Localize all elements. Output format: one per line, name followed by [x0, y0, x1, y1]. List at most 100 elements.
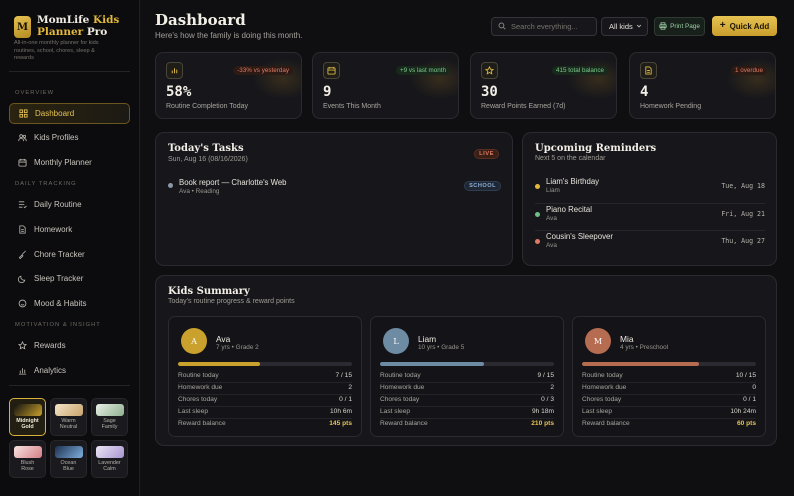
stat-row: Routine today 10 / 15 [582, 371, 756, 379]
brand-name-4: Pro [86, 26, 108, 38]
sidebar-item-daily-routine[interactable]: Daily Routine [9, 194, 130, 215]
stat-label: Events This Month [323, 103, 381, 110]
theme-swatch [95, 446, 124, 459]
progress-fill [582, 362, 699, 366]
sidebar-item-sleep-tracker[interactable]: Sleep Tracker [9, 268, 130, 289]
kid-name: Mia [620, 334, 634, 344]
panel-title: Kids Summary [168, 286, 250, 297]
avatar: M [585, 328, 611, 354]
stat-value: 58% [166, 84, 192, 100]
star-icon [17, 341, 27, 351]
sidebar-item-monthly-planner[interactable]: Monthly Planner [9, 152, 130, 173]
kid-card-ava[interactable]: A Ava 7 yrs • Grade 2 Routine today 7 / 1… [168, 316, 362, 437]
reminder-item[interactable]: Piano Recital Ava Fri, Aug 21 [535, 204, 765, 231]
document-icon [17, 224, 27, 234]
reminder-who: Liam [546, 187, 560, 194]
avatar: L [383, 328, 409, 354]
reminder-who: Ava [546, 215, 557, 222]
reminder-who: Ava [546, 242, 557, 249]
divider [380, 418, 554, 419]
theme-label: Sage Family [101, 418, 118, 431]
theme-blush-rose[interactable]: Blush Rose [9, 440, 46, 479]
reminder-item[interactable]: Liam's Birthday Liam Tue, Aug 18 [535, 176, 765, 203]
sidebar-item-label: Monthly Planner [34, 158, 92, 168]
divider [582, 394, 756, 395]
sidebar-item-dashboard[interactable]: Dashboard [9, 102, 130, 124]
live-badge: LIVE [474, 149, 499, 159]
theme-swatch [95, 404, 124, 417]
reminder-title: Piano Recital [546, 205, 592, 214]
upcoming-reminders-panel: Upcoming Reminders Next 5 on the calenda… [522, 132, 777, 266]
theme-sage-family[interactable]: Sage Family [91, 398, 128, 437]
theme-label: Midnight Gold [16, 418, 39, 431]
panel-title: Upcoming Reminders [535, 143, 657, 154]
brand-name-3: Planner [37, 26, 84, 38]
progress-fill [380, 362, 485, 366]
theme-lavender-calm[interactable]: Lavender Calm [91, 440, 128, 479]
kid-name: Ava [216, 334, 231, 344]
theme-midnight-gold[interactable]: Midnight Gold [9, 398, 46, 437]
list-check-icon [17, 200, 27, 210]
stat-label: Routine Completion Today [166, 103, 248, 110]
theme-ocean-blue[interactable]: Ocean Blue [50, 440, 87, 479]
stat-label: Homework Pending [640, 103, 702, 110]
quick-add-button[interactable]: + Quick Add [712, 16, 777, 36]
sidebar-item-mood-habits[interactable]: Mood & Habits [9, 293, 130, 314]
stat-row: Last sleep 9h 18m [380, 407, 554, 415]
stat-card-rewards[interactable]: 415 total balance 30 Reward Points Earne… [470, 52, 617, 119]
stat-row: Reward balance 60 pts [582, 419, 756, 427]
theme-warm-neutral[interactable]: Warm Neutral [50, 398, 87, 437]
bar-chart-icon [166, 62, 183, 79]
kid-select[interactable]: All kids [601, 17, 648, 36]
moon-icon [17, 274, 27, 284]
card-glow [253, 59, 301, 99]
sidebar-item-kids-profiles[interactable]: Kids Profiles [9, 127, 130, 148]
sidebar-item-label: Rewards [34, 341, 66, 351]
stat-row: Last sleep 10h 6m [178, 407, 352, 415]
stat-card-events[interactable]: +9 vs last month 9 Events This Month [312, 52, 459, 119]
stat-row: Routine today 9 / 15 [380, 371, 554, 379]
divider [582, 406, 756, 407]
sidebar-section-title: Overview [15, 89, 55, 96]
reminder-item[interactable]: Cousin's Sleepover Ava Thu, Aug 27 [535, 231, 765, 258]
print-button[interactable]: Print Page [654, 17, 705, 36]
stat-row: Chores today 0 / 3 [380, 395, 554, 403]
star-icon [481, 62, 498, 79]
stat-row: Routine today 7 / 15 [178, 371, 352, 379]
kid-card-mia[interactable]: M Mia 4 yrs • Preschool Routine today 10 … [572, 316, 766, 437]
panel-subtitle: Sun, Aug 16 (08/16/2026) [168, 156, 248, 163]
theme-picker: Midnight Gold Warm Neutral Sage Family Blus… [9, 398, 130, 479]
chevron-down-icon [636, 22, 642, 31]
theme-label: Ocean Blue [60, 460, 77, 473]
search-input[interactable]: Search everything... [491, 17, 597, 36]
broom-icon [17, 249, 27, 259]
kid-card-liam[interactable]: L Liam 10 yrs • Grade 5 Routine today 9 /… [370, 316, 564, 437]
reminder-date: Fri, Aug 21 [721, 210, 765, 218]
search-placeholder: Search everything... [511, 22, 578, 31]
sidebar-item-label: Kids Profiles [34, 133, 79, 143]
panel-subtitle: Next 5 on the calendar [535, 155, 606, 162]
sidebar-item-analytics[interactable]: Analytics [9, 360, 130, 381]
divider [178, 394, 352, 395]
stat-row: Chores today 0 / 1 [178, 395, 352, 403]
page-subtitle: Here's how the family is doing this mont… [155, 31, 303, 40]
divider [535, 230, 765, 231]
routine-progress-bar [582, 362, 756, 366]
sidebar-item-rewards[interactable]: Rewards [9, 335, 130, 356]
sidebar-item-chore-tracker[interactable]: Chore Tracker [9, 244, 130, 265]
sidebar-item-homework[interactable]: Homework [9, 219, 130, 240]
brand-name-1: MomLife [37, 14, 90, 26]
stat-card-homework[interactable]: 1 overdue 4 Homework Pending [629, 52, 776, 119]
brand: M MomLife Kids Planner Pro [9, 14, 130, 38]
sidebar-section-title: Daily Tracking [15, 181, 77, 188]
stat-card-routine[interactable]: -33% vs yesterday 58% Routine Completion… [155, 52, 302, 119]
divider [9, 70, 130, 72]
kids-summary-panel: Kids Summary Today's routine progress & … [155, 275, 777, 446]
stat-row: Chores today 0 / 1 [582, 395, 756, 403]
sidebar: M MomLife Kids Planner Pro All-in-one mo… [0, 0, 140, 496]
calendar-icon [323, 62, 340, 79]
printer-icon [659, 21, 667, 32]
todays-tasks-panel: Today's Tasks Sun, Aug 16 (08/16/2026) L… [155, 132, 513, 266]
brand-subtitle: All-in-one monthly planner for kids rout… [14, 40, 99, 61]
stat-row: Homework due 0 [582, 383, 756, 391]
